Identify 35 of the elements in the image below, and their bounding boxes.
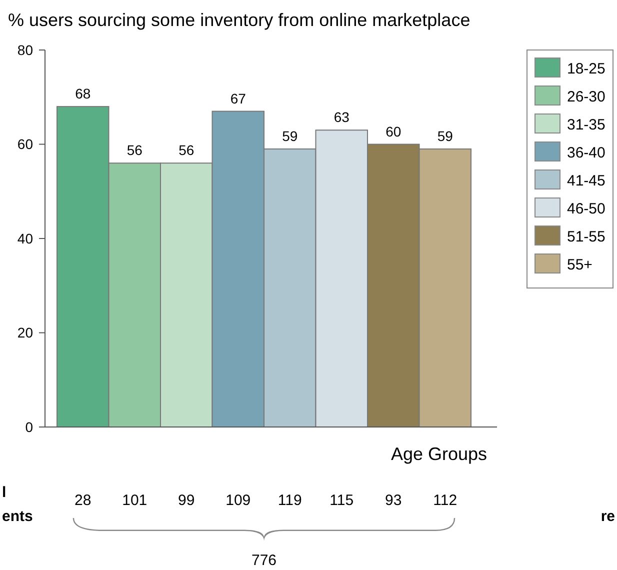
text: 119 [278,492,302,509]
legend-label: 31-35 [567,116,606,134]
y-tick-label: 20 [17,324,34,341]
x-axis-title: Age Groups [390,444,487,464]
text: re [600,508,615,525]
legend-label: 46-50 [567,200,606,218]
text: 109 [226,492,251,509]
data-label: 67 [230,90,246,106]
text: ents [2,508,33,525]
text: l [2,484,6,501]
text: 93 [385,492,402,509]
text: 112 [433,492,458,509]
legend-label: 51-55 [567,228,606,246]
text: 99 [178,492,195,509]
data-label: 56 [126,142,143,158]
text: 776 [251,552,277,569]
data-label: 59 [437,128,454,144]
y-tick-label: 40 [17,230,34,246]
y-tick-label: 0 [25,418,34,435]
legend-label: 26-30 [567,88,606,106]
data-label: 59 [282,128,298,144]
text: 28 [74,492,92,509]
data-label: 63 [334,109,350,126]
legend-label: 55+ [567,256,593,274]
legend-label: 18-25 [567,60,606,78]
chart-title: % users sourcing some inventory from online marketplace [8,10,470,30]
data-label: 68 [75,86,91,102]
data-label: 56 [178,142,194,158]
y-tick-label: 60 [17,136,34,152]
legend-label: 36-40 [567,144,606,162]
y-tick-label: 80 [17,42,34,58]
data-label: 60 [386,123,402,140]
legend-label: 41-45 [567,172,606,190]
text: 101 [122,492,148,509]
text: 115 [330,492,354,509]
